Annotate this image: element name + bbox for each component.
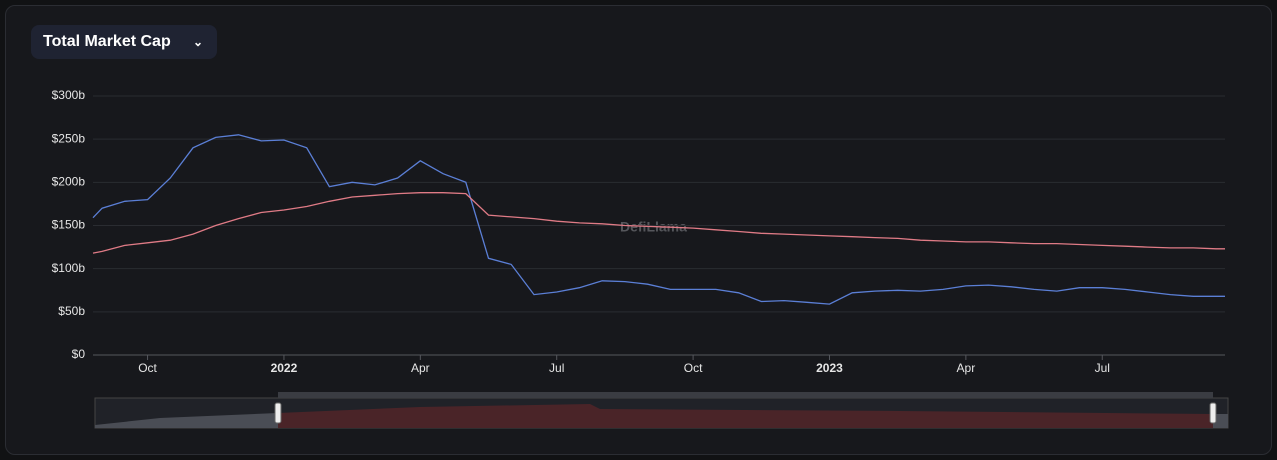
y-tick-label: $150b: [52, 218, 86, 232]
brush-handle[interactable]: [274, 402, 282, 424]
chevron: ⌄: [192, 35, 203, 49]
brush-selected-area: [278, 404, 1213, 428]
x-tick-label: 2023: [816, 361, 843, 375]
y-tick-label: $250b: [52, 131, 86, 145]
y-tick-label: $300b: [52, 88, 86, 102]
panel: [5, 5, 1272, 455]
brush-area: [1213, 414, 1228, 428]
series-line: [92, 192, 1225, 254]
y-tick-label: $0: [72, 347, 86, 361]
metric-selector[interactable]: Total Market Cap ⌄: [31, 25, 217, 59]
brush-bar[interactable]: [278, 392, 1213, 398]
brush-area: [95, 413, 278, 428]
x-tick-label: Oct: [684, 361, 703, 375]
brush-handle[interactable]: [1209, 402, 1217, 424]
brush: [94, 392, 1229, 429]
series-line: [92, 134, 1225, 305]
y-tick-label: $50b: [58, 304, 85, 318]
x-tick-label: Jul: [1095, 361, 1110, 375]
x-tick-label: Jul: [549, 361, 564, 375]
selector-label: Total Market Cap: [43, 33, 171, 50]
y-tick-label: $200b: [52, 175, 86, 189]
x-tick-label: Apr: [957, 361, 976, 375]
x-tick-label: Apr: [411, 361, 430, 375]
x-tick-label: 2022: [271, 361, 298, 375]
x-tick-label: Oct: [138, 361, 157, 375]
y-tick-label: $100b: [52, 261, 86, 275]
